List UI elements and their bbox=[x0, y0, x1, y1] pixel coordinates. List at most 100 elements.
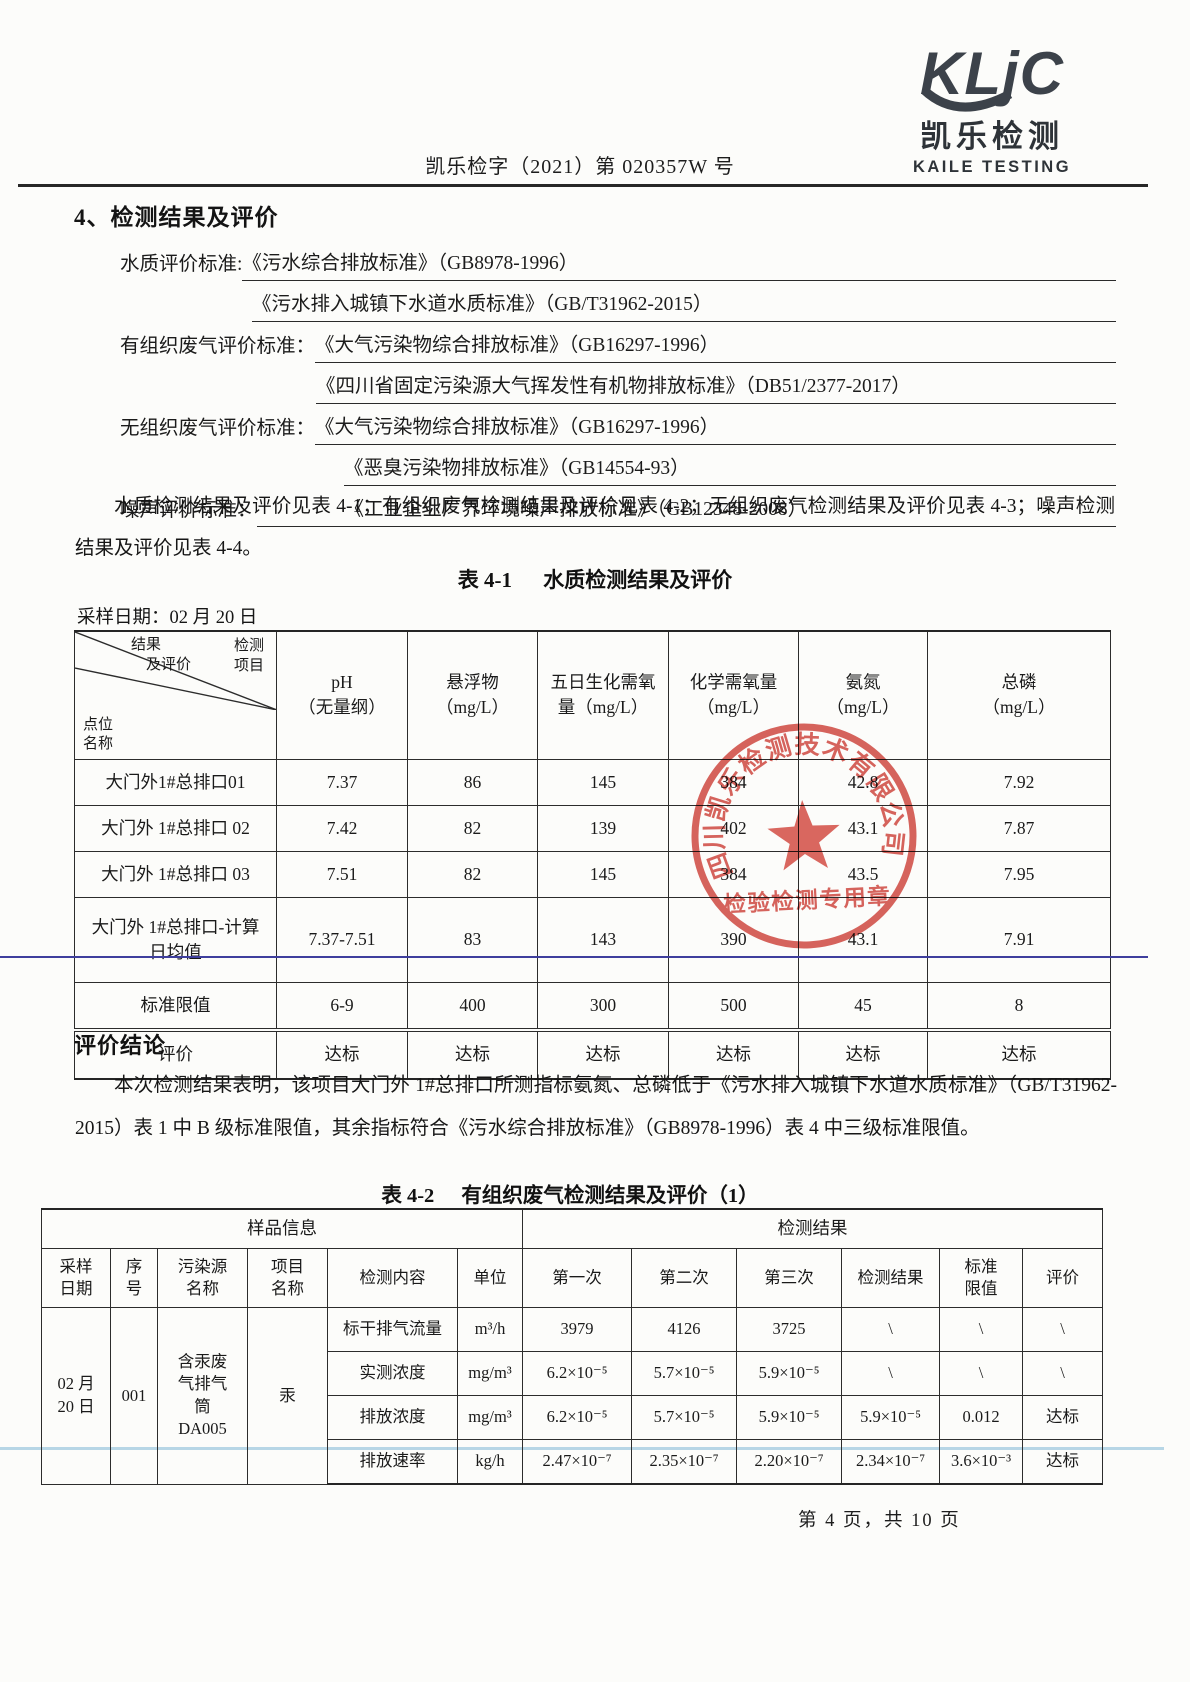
page-number: 第 4 页，共 10 页 bbox=[798, 1511, 961, 1531]
section-title: 4、检测结果及评价 bbox=[74, 205, 279, 230]
cell: 7.37-7.51 bbox=[276, 896, 408, 983]
table42-group-header-row: 样品信息 检测结果 bbox=[40, 1208, 1104, 1249]
standards-list: 水质评价标准: 《污水综合排放标准》（GB8978-1996） 《污水排入城镇下… bbox=[120, 240, 1116, 527]
cell: 达标 bbox=[668, 1027, 799, 1080]
cell: \ bbox=[1022, 1351, 1104, 1396]
standard-row-noise: 噪声评价标准： 《工业企业厂界环境噪声排放标准》（GB12348-2008） bbox=[120, 486, 1116, 527]
column-header: 项目 名称 bbox=[247, 1248, 328, 1308]
row-label: 标准限值 bbox=[74, 981, 277, 1031]
cell: 5.9×10⁻⁵ bbox=[736, 1395, 843, 1440]
cell: \ bbox=[841, 1307, 941, 1352]
document-number: 凯乐检字（2021）第 020357W 号 bbox=[425, 156, 735, 178]
column-header: 检测结果 bbox=[841, 1248, 941, 1308]
cell: 45 bbox=[798, 981, 928, 1031]
cell: 7.87 bbox=[927, 804, 1111, 852]
standard-label: 有组织废气评价标准： bbox=[120, 336, 316, 357]
column-header: pH （无量纲） bbox=[276, 629, 408, 760]
item-name-cell: 汞 bbox=[247, 1307, 328, 1485]
cell: \ bbox=[939, 1307, 1024, 1352]
cell: \ bbox=[841, 1351, 941, 1396]
column-header: 评价 bbox=[1022, 1248, 1104, 1308]
cell: 7.91 bbox=[927, 896, 1111, 983]
cell: 7.37 bbox=[276, 758, 408, 806]
row-label: 评价 bbox=[74, 1027, 277, 1080]
standard-value: 《大气污染物综合排放标准》（GB16297-1996） bbox=[315, 413, 1116, 445]
standard-label: 无组织废气评价标准： bbox=[120, 418, 316, 439]
column-header: 总磷 （mg/L） bbox=[927, 629, 1111, 760]
row-label: 大门外 1#总排口-计算 日均值 bbox=[74, 896, 277, 983]
organized-exhaust-table: 样品信息 检测结果 采样 日期 序 号 污染源 名称 项目 名称 检测内容 单位… bbox=[40, 1208, 1104, 1485]
table41-caption-number: 表 4-1 bbox=[457, 568, 512, 592]
cell: 8 bbox=[927, 981, 1111, 1031]
logo-chinese-name: 凯乐检测 bbox=[920, 119, 1064, 154]
table-row: 大门外 1#总排口 03 7.51 82 145 384 43.5 7.95 bbox=[74, 850, 1111, 898]
table-row: 实测浓度 mg/m³ 6.2×10⁻⁵ 5.7×10⁻⁵ 5.9×10⁻⁵ \ … bbox=[42, 1351, 1104, 1396]
cell: 7.51 bbox=[276, 850, 408, 898]
standard-row-unorganized-2: 《恶臭污染物排放标准》（GB14554-93） bbox=[120, 445, 1116, 486]
cell: 82 bbox=[407, 804, 538, 852]
cell: m³/h bbox=[456, 1307, 524, 1352]
cell: \ bbox=[939, 1351, 1024, 1396]
standard-label: 噪声评价标准： bbox=[120, 500, 257, 521]
cell: 6-9 bbox=[276, 981, 408, 1031]
water-quality-table: 检测 项目 结果 及评价 点位 名称 pH （无量纲） 悬浮物 （mg/L） 五… bbox=[74, 629, 1111, 1080]
cell: 2.34×10⁻⁷ bbox=[841, 1439, 941, 1485]
cell: 2.47×10⁻⁷ bbox=[522, 1439, 633, 1485]
cell: 145 bbox=[537, 758, 669, 806]
cell: 7.92 bbox=[927, 758, 1111, 806]
cell: 500 bbox=[668, 981, 799, 1031]
intro-paragraph: 水质检测结果及评价见表 4-1；有组织废气检测结果及评价见表 4-2；无组织废气… bbox=[75, 496, 1115, 559]
standard-value: 《大气污染物综合排放标准》（GB16297-1996） bbox=[315, 331, 1116, 363]
row-label: 大门外 1#总排口 02 bbox=[74, 804, 277, 852]
conclusion-paragraph: 本次检测结果表明，该项目大门外 1#总排口所测指标氨氮、总磷低于《污水排入城镇下… bbox=[75, 1075, 1117, 1139]
cell: 2.20×10⁻⁷ bbox=[736, 1439, 843, 1485]
cell: 7.42 bbox=[276, 804, 408, 852]
cell: 5.9×10⁻⁵ bbox=[736, 1351, 843, 1396]
cell: 5.7×10⁻⁵ bbox=[631, 1395, 738, 1440]
scan-artifact-blue-line bbox=[0, 956, 1148, 958]
logo-english-name: KAILE TESTING bbox=[912, 158, 1072, 176]
table41-caption-title: 水质检测结果及评价 bbox=[543, 568, 733, 592]
table-row: 排放速率 kg/h 2.47×10⁻⁷ 2.35×10⁻⁷ 2.20×10⁻⁷ … bbox=[42, 1439, 1104, 1485]
company-logo: KLjC 凯乐检测 KAILE TESTING bbox=[856, 38, 1128, 177]
standard-row-unorganized-1: 无组织废气评价标准： 《大气污染物综合排放标准》（GB16297-1996） bbox=[120, 404, 1116, 445]
cell: \ bbox=[1022, 1307, 1104, 1352]
cell: 7.95 bbox=[927, 850, 1111, 898]
sampling-date: 采样日期：02 月 20 日 bbox=[77, 608, 258, 628]
cell: 达标 bbox=[798, 1027, 928, 1080]
standard-row-water-1: 水质评价标准: 《污水综合排放标准》（GB8978-1996） bbox=[120, 240, 1116, 281]
column-header: 标准 限值 bbox=[939, 1248, 1024, 1308]
cell: 达标 bbox=[1022, 1439, 1104, 1485]
cell: 83 bbox=[407, 896, 538, 983]
table42-header-row: 采样 日期 序 号 污染源 名称 项目 名称 检测内容 单位 第一次 第二次 第… bbox=[41, 1248, 1104, 1308]
cell: 达标 bbox=[537, 1027, 669, 1080]
table42-caption-title: 有组织废气检测结果及评价（1） bbox=[461, 1185, 759, 1207]
cell: mg/m³ bbox=[456, 1395, 524, 1440]
cell: 排放浓度 bbox=[327, 1395, 458, 1440]
cell: 实测浓度 bbox=[327, 1351, 458, 1396]
cell: 0.012 bbox=[939, 1395, 1024, 1440]
cell: 3725 bbox=[736, 1307, 843, 1352]
kljc-wordmark-icon: KLjC bbox=[920, 40, 1064, 112]
seal-star-icon bbox=[767, 800, 840, 871]
table-row: 排放浓度 mg/m³ 6.2×10⁻⁵ 5.7×10⁻⁵ 5.9×10⁻⁵ 5.… bbox=[42, 1395, 1104, 1440]
cell: 139 bbox=[537, 804, 669, 852]
column-header: 第二次 bbox=[631, 1248, 738, 1308]
conclusion-heading: 评价结论 bbox=[74, 1033, 167, 1058]
cell: 400 bbox=[407, 981, 538, 1031]
table-row: 大门外 1#总排口-计算 日均值 7.37-7.51 83 143 390 43… bbox=[74, 896, 1111, 983]
table-row-limits: 标准限值 6-9 400 300 500 45 8 bbox=[74, 981, 1111, 1031]
header-divider bbox=[18, 184, 1148, 187]
seal-icon: 四川凯乐检测技术有限公司 检验检测专用章 bbox=[691, 723, 917, 949]
cell: 4126 bbox=[631, 1307, 738, 1352]
standard-value: 《恶臭污染物排放标准》（GB14554-93） bbox=[344, 454, 1116, 486]
cell: 82 bbox=[407, 850, 538, 898]
cell: 300 bbox=[537, 981, 669, 1031]
table-row: 大门外 1#总排口 02 7.42 82 139 402 43.1 7.87 bbox=[74, 804, 1111, 852]
row-label: 大门外 1#总排口 03 bbox=[74, 850, 277, 898]
row-label: 大门外1#总排口01 bbox=[74, 758, 277, 806]
cell: 5.7×10⁻⁵ bbox=[631, 1351, 738, 1396]
column-header: 采样 日期 bbox=[41, 1248, 111, 1308]
standard-row-organized-1: 有组织废气评价标准： 《大气污染物综合排放标准》（GB16297-1996） bbox=[120, 322, 1116, 363]
